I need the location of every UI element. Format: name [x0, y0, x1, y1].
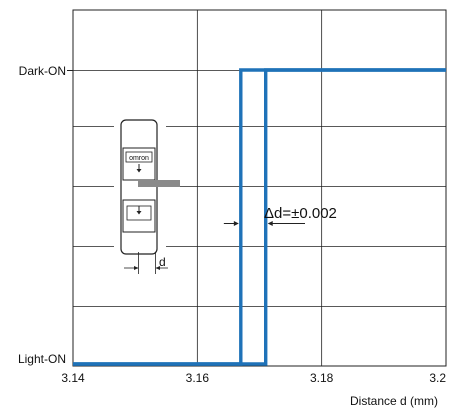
x-axis-label: Distance d (mm)	[350, 394, 438, 408]
series-line-2	[73, 68, 446, 366]
y-label-light: Light-ON	[18, 352, 66, 366]
delta-arrowhead-right-icon	[267, 221, 273, 226]
lower-arrowhead-icon	[136, 211, 142, 215]
series-lines	[73, 68, 446, 366]
x-tick-label: 3.18	[310, 371, 334, 385]
dimension-arrowhead-left-icon	[134, 266, 139, 270]
omron-logo: omron	[129, 155, 149, 162]
x-tick-label: 3.14	[61, 371, 85, 385]
omron-logo-box	[125, 151, 153, 163]
dimension-arrowhead-right-icon	[155, 266, 160, 270]
dimension-label: d	[159, 255, 166, 269]
delta-arrowhead-left-icon	[233, 221, 239, 226]
delta-annotation: Δd=±0.002	[223, 205, 337, 226]
upper-arrowhead-icon	[136, 169, 142, 173]
y-label-dark: Dark-ON	[19, 64, 66, 78]
sensor-diagram: omron d	[114, 116, 180, 274]
x-tick-label: 3.16	[186, 371, 210, 385]
delta-label: Δd=±0.002	[264, 205, 337, 222]
axis-labels: Light-ON Dark-ON 3.14 3.16 3.18 3.2 Distance d…	[18, 64, 446, 408]
x-tick-label: 3.2	[429, 371, 446, 385]
target-plate	[138, 180, 180, 187]
